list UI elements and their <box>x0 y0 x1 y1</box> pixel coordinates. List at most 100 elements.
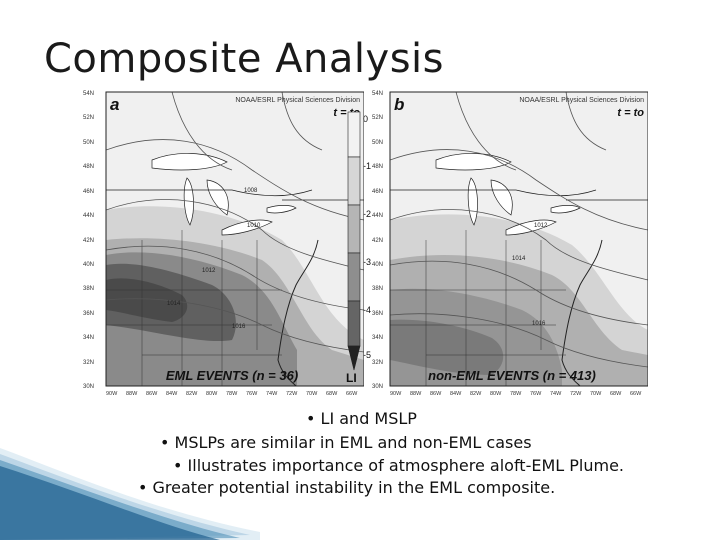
lat-label: 52N <box>83 115 94 121</box>
lon-label: 82W <box>470 391 482 397</box>
lon-label: 66W <box>630 391 642 397</box>
isobar-label: 1016 <box>532 321 546 327</box>
map-credit: NOAA/ESRL Physical Sciences Division <box>519 97 644 104</box>
lon-label: 90W <box>390 391 402 397</box>
panel-b-map: b NOAA/ESRL Physical Sciences Division t… <box>372 91 648 397</box>
coastline <box>277 239 319 386</box>
isobar <box>106 298 364 353</box>
isobar-label: 1008 <box>244 188 258 194</box>
li-colorbar: 0 -1 -2 -3 -4 -5 LI <box>346 111 371 385</box>
panel-a-map: a NOAA/ESRL Physical Sciences Division t… <box>83 91 364 397</box>
colorbar-tick: 0 <box>363 114 368 124</box>
isobar <box>390 313 648 368</box>
lat-label: 42N <box>372 238 383 244</box>
lat-label: 30N <box>372 384 383 390</box>
lat-label: 40N <box>372 262 383 268</box>
lake-erie <box>505 219 557 236</box>
lat-axis: 54N 52N 50N 48N 46N 44N 42N 40N 38N 36N … <box>83 91 94 390</box>
isobar <box>390 260 648 326</box>
lake-huron <box>490 179 513 216</box>
lat-label: 32N <box>372 360 383 366</box>
lon-label: 66W <box>346 391 358 397</box>
lon-label: 82W <box>186 391 198 397</box>
state-borders <box>106 230 282 386</box>
lat-label: 36N <box>372 311 383 317</box>
lon-label: 84W <box>166 391 178 397</box>
lake-erie <box>221 219 273 236</box>
lat-label: 38N <box>83 286 94 292</box>
bullet-item: • LI and MSLP <box>306 409 417 428</box>
lon-label: 76W <box>246 391 258 397</box>
isobar <box>106 199 364 271</box>
colorbar-title: LI <box>346 371 357 385</box>
lon-label: 78W <box>510 391 522 397</box>
composite-figure: a NOAA/ESRL Physical Sciences Division t… <box>82 90 648 398</box>
li-shade-5 <box>106 278 188 322</box>
border-canada <box>390 189 648 201</box>
colorbar-swatch <box>347 345 361 371</box>
lat-label: 46N <box>83 189 94 195</box>
lake-superior <box>151 153 228 171</box>
lon-label: 68W <box>610 391 622 397</box>
lat-label: 44N <box>83 213 94 219</box>
isobar <box>455 92 517 171</box>
lon-label: 68W <box>326 391 338 397</box>
panel-letter: a <box>110 95 119 114</box>
isobar-label: 1010 <box>247 223 261 229</box>
slide-title: Composite Analysis <box>44 36 444 82</box>
lon-label: 74W <box>550 391 562 397</box>
bullet-item: • MSLPs are similar in EML and non-EML c… <box>160 433 532 452</box>
lake-ontario <box>550 205 581 214</box>
map-frame <box>389 91 648 387</box>
panel-caption: EML EVENTS (n = 36) <box>166 368 298 383</box>
isobar-label: 1012 <box>202 268 216 274</box>
lat-axis: 54N 52N 50N 48N 46N 44N 42N 40N 38N 36N … <box>372 91 383 390</box>
lake-superior <box>435 153 512 171</box>
lon-label: 90W <box>106 391 118 397</box>
time-label: t = to <box>617 107 644 119</box>
lon-label: 72W <box>570 391 582 397</box>
lake-huron <box>206 179 229 216</box>
lon-label: 70W <box>306 391 318 397</box>
isobar <box>171 92 233 171</box>
panel-letter: b <box>394 95 404 114</box>
isobar <box>390 149 648 231</box>
lat-label: 34N <box>372 335 383 341</box>
isobar-label: 1012 <box>534 223 548 229</box>
lat-label: 32N <box>83 360 94 366</box>
lat-label: 46N <box>372 189 383 195</box>
lat-label: 52N <box>372 115 383 121</box>
isobar-label: 1014 <box>167 301 181 307</box>
colorbar-tick: -2 <box>363 209 371 219</box>
lon-label: 74W <box>266 391 278 397</box>
colorbar-tick: -3 <box>363 257 371 267</box>
lon-label: 72W <box>286 391 298 397</box>
lon-label: 76W <box>530 391 542 397</box>
colorbar-swatch <box>347 156 361 206</box>
colorbar-tick: -5 <box>363 350 371 360</box>
colorbar-swatch <box>347 111 361 158</box>
li-shade-4 <box>390 319 504 375</box>
lon-label: 84W <box>450 391 462 397</box>
map-frame <box>105 91 364 387</box>
isobar <box>390 209 648 281</box>
lon-label: 78W <box>226 391 238 397</box>
lon-axis: 90W 88W 86W 84W 82W 80W 78W 76W 74W 72W … <box>106 391 358 397</box>
colorbar-swatch <box>347 252 361 302</box>
lon-label: 70W <box>590 391 602 397</box>
lon-axis: 90W 88W 86W 84W 82W 80W 78W 76W 74W 72W … <box>390 391 642 397</box>
lon-label: 88W <box>410 391 422 397</box>
colorbar-tick: -1 <box>363 161 371 171</box>
lat-label: 40N <box>83 262 94 268</box>
lon-label: 86W <box>430 391 442 397</box>
lon-label: 80W <box>206 391 218 397</box>
lat-label: 50N <box>372 140 383 146</box>
lat-label: 42N <box>83 238 94 244</box>
lon-label: 86W <box>146 391 158 397</box>
isobar-label: 1014 <box>512 256 526 262</box>
state-borders <box>390 230 566 386</box>
panel-caption: non-EML EVENTS (n = 413) <box>428 368 596 383</box>
lat-label: 48N <box>83 164 94 170</box>
bullet-item: • Greater potential instability in the E… <box>138 478 556 497</box>
lat-label: 30N <box>83 384 94 390</box>
